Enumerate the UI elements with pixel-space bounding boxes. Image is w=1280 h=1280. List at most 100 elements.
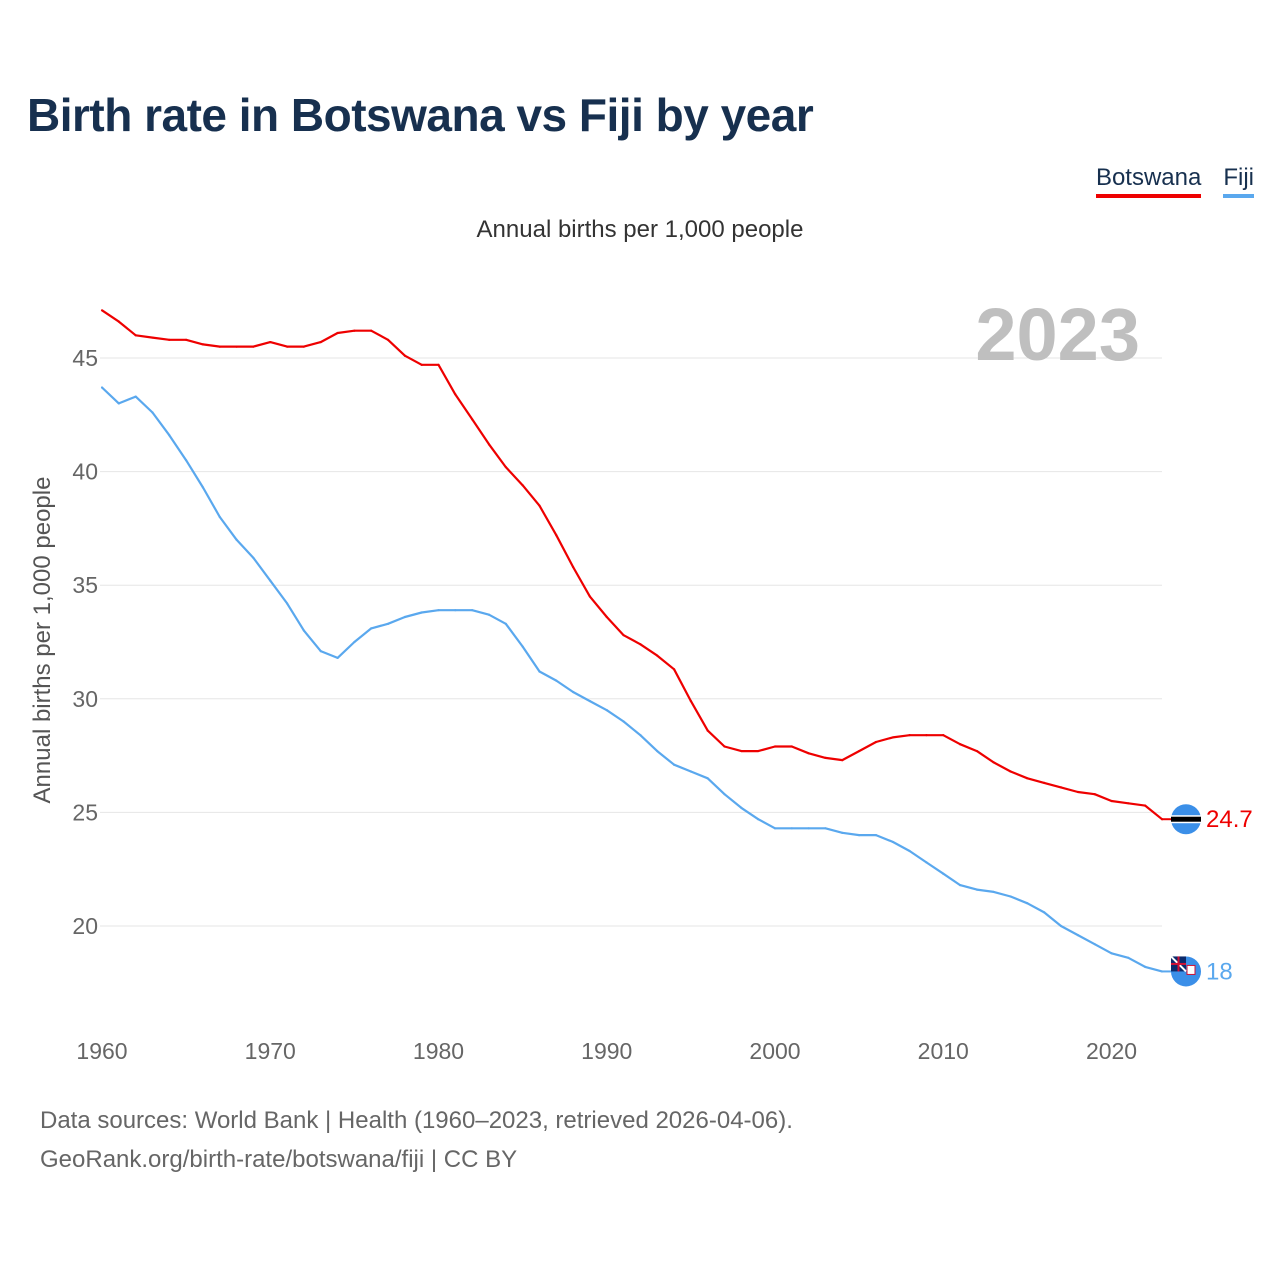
data-point-botswana: [858, 749, 861, 753]
data-point-botswana: [386, 338, 390, 341]
data-point-botswana: [403, 354, 406, 357]
data-point-fiji: [1110, 952, 1113, 955]
end-markers: 24.7 18: [1162, 804, 1253, 987]
data-point-botswana: [370, 329, 373, 332]
legend-item-fiji[interactable]: Fiji: [1223, 164, 1254, 198]
data-point-fiji: [824, 827, 827, 830]
data-point-fiji: [672, 763, 676, 766]
fiji-flag-shield: [1186, 964, 1196, 975]
data-point-botswana: [689, 699, 692, 703]
data-point-botswana: [1127, 802, 1130, 805]
data-point-fiji: [1009, 895, 1012, 898]
data-point-botswana: [740, 749, 743, 753]
data-point-botswana: [269, 340, 272, 344]
data-point-botswana: [874, 740, 878, 744]
data-point-fiji: [370, 627, 373, 630]
data-point-fiji: [605, 709, 608, 712]
data-point-botswana: [285, 345, 289, 348]
data-point-fiji: [790, 827, 793, 830]
y-tick-label: 45: [72, 345, 98, 371]
x-tick-label: 2000: [749, 1038, 800, 1064]
data-point-fiji: [1127, 956, 1130, 959]
data-point-fiji: [622, 720, 625, 723]
data-point-fiji: [185, 459, 188, 462]
grid-lines: [100, 357, 1162, 927]
data-point-botswana: [841, 759, 844, 762]
x-tick-label: 2010: [918, 1038, 969, 1064]
data-point-fiji: [858, 834, 861, 837]
data-point-fiji: [420, 611, 423, 614]
data-point-fiji: [269, 579, 272, 582]
data-point-fiji: [302, 629, 306, 632]
data-point-botswana: [319, 340, 322, 344]
data-point-botswana: [235, 345, 238, 348]
data-point-fiji: [504, 622, 507, 625]
data-point-botswana: [958, 743, 962, 746]
data-point-botswana: [134, 334, 137, 337]
data-point-fiji: [168, 434, 171, 437]
data-point-fiji: [874, 834, 878, 837]
data-point-fiji: [319, 649, 322, 653]
data-point-fiji: [437, 609, 440, 612]
data-point-botswana: [555, 534, 558, 537]
data-point-fiji: [740, 806, 743, 809]
data-point-fiji: [285, 602, 289, 605]
data-point-botswana: [605, 615, 608, 619]
data-point-botswana: [1059, 786, 1063, 789]
data-point-botswana: [908, 734, 911, 737]
data-point-fiji: [908, 849, 911, 853]
data-point-botswana: [454, 393, 457, 396]
data-point-fiji: [723, 793, 726, 796]
data-point-botswana: [1144, 804, 1147, 807]
data-point-fiji: [252, 556, 255, 560]
x-tick-label: 2020: [1086, 1038, 1137, 1064]
data-point-botswana: [1093, 793, 1096, 796]
data-point-botswana: [773, 745, 777, 748]
chart-title: Birth rate in Botswana vs Fiji by year: [27, 89, 814, 141]
data-point-fiji: [487, 613, 491, 616]
data-point-botswana: [656, 654, 659, 657]
data-point-fiji: [757, 818, 760, 821]
data-point-fiji: [841, 831, 844, 834]
data-point-fiji: [975, 888, 979, 891]
end-value-label-botswana: 24.7: [1206, 806, 1253, 833]
y-axis-ticks: 20 25 30 35 40 45: [72, 345, 98, 939]
data-point-botswana: [185, 338, 188, 341]
data-point-fiji: [151, 411, 154, 414]
fiji-flag-icon: [1170, 955, 1201, 987]
data-point-fiji: [555, 679, 558, 682]
data-point-botswana: [1110, 799, 1113, 803]
data-point-botswana: [1009, 770, 1012, 773]
botswana-flag-black-band: [1171, 816, 1201, 822]
chart-subtitle: Annual births per 1,000 people: [476, 216, 804, 243]
data-point-botswana: [201, 343, 205, 346]
series-lines: [100, 309, 1164, 973]
data-point-fiji: [572, 690, 575, 694]
data-point-botswana: [992, 761, 995, 764]
data-point-botswana: [151, 336, 154, 339]
data-point-botswana: [757, 749, 760, 753]
data-point-botswana: [824, 756, 827, 759]
data-point-fiji: [891, 840, 894, 844]
data-point-botswana: [942, 734, 945, 737]
data-point-fiji: [538, 670, 541, 673]
data-point-fiji: [471, 609, 474, 612]
data-point-fiji: [588, 699, 592, 703]
data-point-botswana: [420, 363, 423, 366]
data-point-botswana: [891, 736, 894, 739]
footer-sources: Data sources: World Bank | Health (1960–…: [40, 1107, 793, 1134]
y-tick-label: 30: [72, 686, 98, 712]
data-point-fiji: [100, 386, 104, 389]
data-point-fiji: [925, 861, 928, 864]
data-point-fiji: [656, 749, 659, 753]
legend-item-botswana[interactable]: Botswana: [1095, 164, 1202, 198]
x-tick-label: 1990: [581, 1038, 632, 1064]
data-point-botswana: [437, 363, 440, 366]
data-point-fiji: [958, 884, 962, 887]
data-point-fiji: [1043, 911, 1046, 914]
data-point-fiji: [1026, 902, 1029, 905]
x-tick-label: 1980: [413, 1038, 464, 1064]
x-tick-label: 1970: [245, 1038, 296, 1064]
data-point-botswana: [218, 345, 221, 348]
